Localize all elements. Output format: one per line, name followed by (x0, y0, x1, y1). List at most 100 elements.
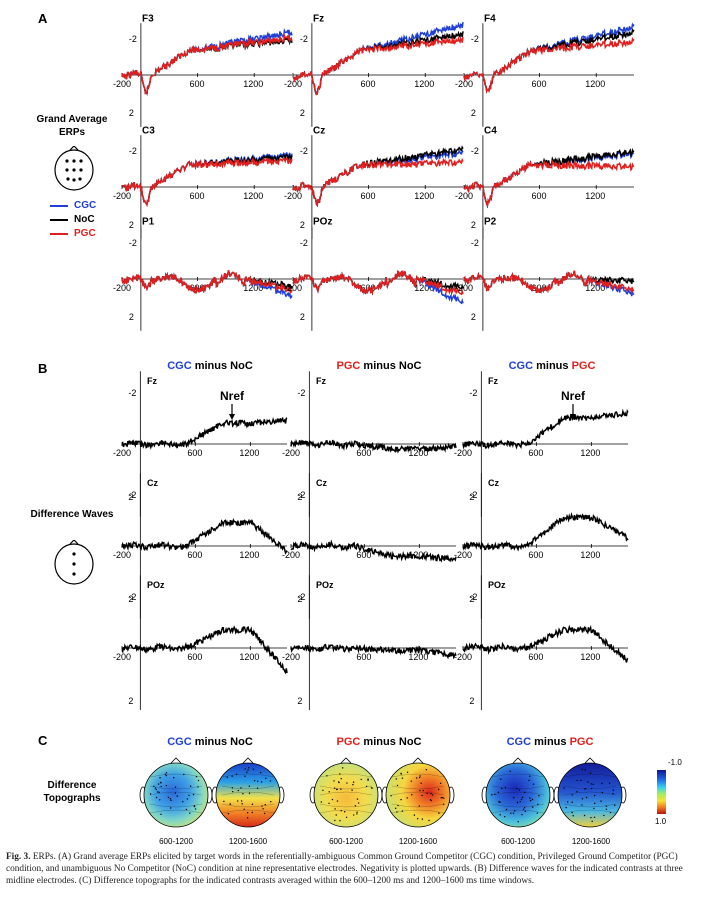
x-tick-label: -200 (454, 652, 472, 662)
erp-subplot-p2: P2 -200 600 1200 -2 2 (455, 216, 635, 331)
topo-window-2-1: 600-1200 (329, 837, 363, 846)
topo-window-1-2: 1200-1600 (228, 837, 268, 846)
x-tick-label: -200 (282, 652, 300, 662)
y-tick-label: 2 (128, 594, 133, 604)
y-tick-label: -2 (300, 34, 308, 44)
diff-subplot-fz-2: Fz-200 600 1200-22 (282, 371, 457, 517)
y-tick-label: 2 (129, 312, 134, 322)
topograph-4 (381, 757, 455, 828)
y-tick-label: 2 (469, 492, 474, 502)
nref-arrow-head (570, 414, 576, 420)
y-tick-label: -2 (129, 34, 137, 44)
x-tick-label: 600 (361, 191, 376, 201)
nref-arrow-head (229, 414, 235, 420)
y-tick-label: -2 (297, 388, 305, 398)
x-tick-label: -200 (455, 283, 473, 293)
x-tick-label: -200 (284, 191, 302, 201)
x-tick-label: -200 (113, 550, 131, 560)
legend-item-cgc: CGC (50, 200, 96, 211)
diff-subplot-cz-2: Cz-200 600 1200-22 (282, 473, 457, 619)
series-line-pgc (121, 32, 293, 96)
difference-wave (290, 539, 457, 563)
series-line-pgc (463, 159, 635, 209)
topo-column-title-3: CGC minus PGC (506, 736, 594, 748)
topograph-6 (553, 757, 627, 828)
x-tick-label: 600 (361, 79, 376, 89)
series-line-noc (292, 145, 464, 208)
x-tick-label: 600 (187, 652, 202, 662)
series-line-cgc (463, 149, 635, 209)
colorbar-top-label: -1.0 (668, 758, 682, 767)
x-tick-label: 600 (187, 550, 202, 560)
y-tick-label: 2 (469, 594, 474, 604)
x-tick-label: 600 (532, 283, 547, 293)
x-tick-label: 1200 (243, 79, 263, 89)
x-tick-label: 1200 (580, 652, 600, 662)
electrode-label: Fz (316, 376, 326, 386)
series-line-pgc (121, 157, 293, 207)
topograph-3 (309, 757, 383, 828)
y-tick-label: 2 (297, 594, 302, 604)
panel-c-label: C (38, 733, 48, 748)
diff-subplot-poz-1: POz-200 600 1200-22 (113, 575, 288, 710)
x-tick-label: 1200 (585, 79, 605, 89)
series-line-cgc (292, 21, 464, 96)
x-tick-label: -200 (282, 448, 300, 458)
topo-window-1-1: 600-1200 (159, 837, 193, 846)
erp-legend: CGC NoC PGC (50, 200, 96, 239)
x-tick-label: 1200 (243, 191, 263, 201)
nref-annotation: Nref (561, 389, 586, 403)
y-tick-label: -2 (297, 592, 305, 602)
difference-wave (121, 517, 288, 555)
head-9-electrodes-icon (54, 146, 94, 191)
figure-caption: Fig. 3. ERPs. (A) Grand average ERPs eli… (6, 851, 698, 887)
x-tick-label: -200 (455, 79, 473, 89)
series-line-cgc (463, 22, 635, 94)
x-tick-label: -200 (455, 191, 473, 201)
electrode-label: Fz (313, 13, 324, 24)
x-tick-label: 600 (190, 79, 205, 89)
series-line-noc (463, 147, 635, 209)
difference-wave (462, 408, 629, 450)
x-tick-label: 1200 (585, 191, 605, 201)
electrode-label: POz (488, 580, 506, 590)
x-tick-label: 1200 (239, 652, 259, 662)
topograph-5 (481, 757, 555, 828)
y-tick-label: 2 (297, 492, 302, 502)
x-tick-label: -200 (284, 283, 302, 293)
series-line-noc (463, 270, 635, 294)
caption-text: ERPs. (A) Grand average ERPs elicited by… (6, 852, 683, 886)
x-tick-label: 600 (532, 191, 547, 201)
electrode-label: P1 (142, 216, 155, 227)
series-line-noc (463, 27, 635, 94)
colorbar-bottom-label: 1.0 (655, 817, 667, 826)
y-tick-label: -2 (471, 146, 479, 156)
difference-topographs (139, 757, 666, 828)
series-line-pgc (463, 36, 635, 94)
x-tick-label: -200 (284, 79, 302, 89)
x-tick-label: -200 (454, 550, 472, 560)
head-midline-electrodes-icon (54, 540, 94, 585)
legend-item-pgc: PGC (50, 228, 96, 239)
y-tick-label: 2 (129, 220, 134, 230)
x-tick-label: 600 (356, 652, 371, 662)
x-tick-label: 1200 (585, 283, 605, 293)
panel-b-label: B (38, 361, 48, 376)
x-tick-label: 1200 (408, 448, 428, 458)
topograph-2 (211, 757, 285, 828)
x-tick-label: 600 (528, 448, 543, 458)
y-tick-label: -2 (300, 238, 308, 248)
electrode-label: POz (316, 580, 334, 590)
difference-wave (462, 511, 629, 552)
electrode-label: Cz (316, 478, 327, 488)
erp-subplot-fz: Fz -200 600 1200 -2 2 (284, 13, 464, 127)
erp-grand-average-chart: F3 -200 600 1200 -2 2 Fz -200 600 1200 -2 2 F4 -200 60… (113, 13, 635, 331)
x-tick-label: -200 (282, 550, 300, 560)
diff-subplot-cz-1: Cz-200 600 1200-22 (113, 473, 288, 619)
panel-c-sidebar-title: Difference Topographs (43, 780, 101, 804)
electrode-label: C3 (142, 125, 155, 136)
series-line-noc (121, 34, 293, 96)
difference-wave (121, 625, 288, 675)
series-line-pgc (292, 157, 464, 208)
